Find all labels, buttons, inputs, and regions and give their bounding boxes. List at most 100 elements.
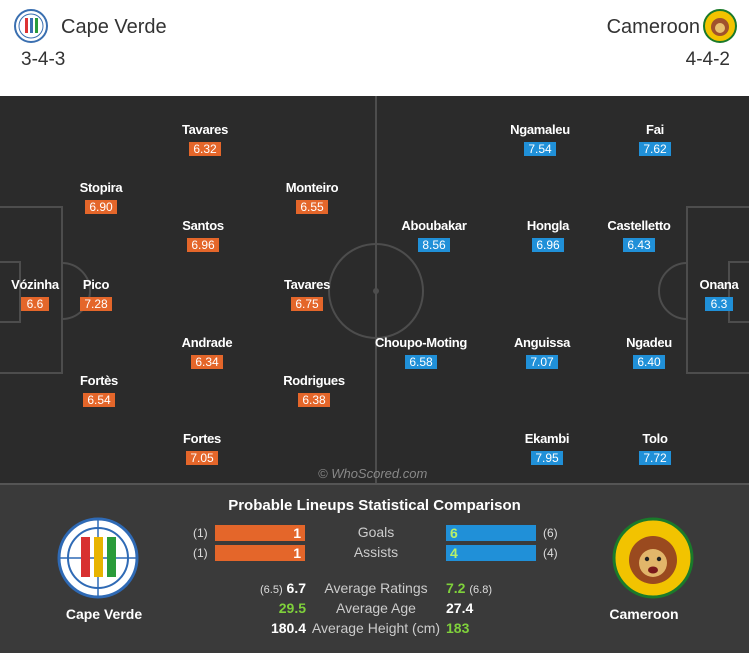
player-rating: 6.55 [296, 200, 328, 214]
player-name[interactable]: Aboubakar [401, 218, 467, 233]
player-rating: 6.32 [189, 142, 221, 156]
player-rating: 6.58 [405, 355, 437, 369]
player[interactable]: Aboubakar 8.56 [374, 218, 494, 254]
home-previous-value: (1) [193, 526, 208, 540]
player[interactable]: Ngadeu 6.40 [589, 335, 709, 371]
player-name[interactable]: Fai [646, 122, 664, 137]
pitch-markings [0, 96, 749, 483]
player-rating: 7.54 [524, 142, 556, 156]
player-name[interactable]: Pico [82, 277, 110, 292]
player[interactable]: Onana 6.3 [659, 277, 749, 313]
player[interactable]: Castelletto 6.43 [579, 218, 699, 254]
away-team-name[interactable]: Cameroon [606, 16, 700, 38]
away-stat-value: 7.2 [446, 580, 466, 596]
player[interactable]: Santos 6.96 [143, 218, 263, 254]
away-stat-previous: (6.8) [469, 584, 492, 596]
away-bar: 6 [446, 525, 536, 541]
player-name[interactable]: Fortes [183, 431, 221, 446]
player-name[interactable]: Onana [699, 277, 739, 292]
player-name[interactable]: Tolo [642, 431, 668, 446]
player-rating: 6.90 [85, 200, 117, 214]
player[interactable]: Tavares 6.32 [145, 122, 265, 158]
pitch: Tavares 6.32 Stopira 6.90 Monteiro 6.55 Santos… [0, 96, 749, 483]
player-name[interactable]: Andrade [181, 335, 233, 350]
player-name[interactable]: Santos [182, 218, 224, 233]
player-name[interactable]: Rodrigues [283, 373, 345, 388]
player-name[interactable]: Fortès [80, 373, 118, 388]
player-rating: 7.05 [186, 451, 218, 465]
match-header: Cape Verde 3-4-3 Cameroon 4-4-2 [0, 0, 749, 96]
player-name[interactable]: Anguissa [513, 335, 571, 350]
player-name[interactable]: Ngadeu [626, 335, 672, 350]
player-rating: 6.6 [21, 297, 49, 311]
comparison-panel: Probable Lineups Statistical Comparison … [0, 483, 749, 653]
player[interactable]: Tavares 6.75 [247, 277, 367, 313]
stat-label: Assists [353, 544, 399, 560]
player-rating: 7.28 [80, 297, 112, 311]
player[interactable]: Monteiro 6.55 [252, 180, 372, 216]
home-team-label: Cape Verde [65, 606, 143, 622]
player[interactable]: Tolo 7.72 [595, 431, 715, 467]
player-name[interactable]: Hongla [526, 218, 570, 233]
cameroon-crest-icon [612, 517, 694, 599]
player-name[interactable]: Ekambi [524, 431, 570, 446]
away-stat-value: 27.4 [446, 600, 474, 616]
away-stat-value: 183 [446, 620, 470, 636]
player[interactable]: Ngamaleu 7.54 [480, 122, 600, 158]
stat-label: Average Ratings [324, 580, 428, 596]
away-team-label: Cameroon [609, 606, 679, 622]
stat-label: Average Height (cm) [311, 620, 441, 636]
player[interactable]: Vózinha 6.6 [0, 277, 95, 313]
player-rating: 7.07 [526, 355, 558, 369]
player-rating: 6.38 [298, 393, 330, 407]
player[interactable]: Ekambi 7.95 [487, 431, 607, 467]
watermark: © WhoScored.com [318, 466, 428, 481]
cape-verde-crest-icon [57, 517, 139, 599]
player-rating: 6.54 [83, 393, 115, 407]
player-rating: 7.62 [639, 142, 671, 156]
player-rating: 6.75 [291, 297, 323, 311]
player-name[interactable]: Castelletto [607, 218, 671, 233]
player[interactable]: Hongla 6.96 [488, 218, 608, 254]
home-stat-previous: (6.5) [260, 584, 283, 596]
player[interactable]: Rodrigues 6.38 [254, 373, 374, 409]
stat-label: Average Age [336, 600, 416, 616]
away-previous-value: (6) [543, 526, 558, 540]
player[interactable]: Anguissa 7.07 [482, 335, 602, 371]
home-stat: 180.4 [246, 620, 306, 636]
home-bar: 1 [215, 545, 305, 561]
cape-verde-crest-icon [14, 9, 48, 43]
away-stat: 183 [446, 620, 526, 636]
player[interactable]: Pico 7.28 [36, 277, 156, 313]
player-name[interactable]: Monteiro [285, 180, 339, 195]
player-rating: 7.72 [639, 451, 671, 465]
player-rating: 7.95 [531, 451, 563, 465]
player-rating: 6.43 [623, 238, 655, 252]
home-previous-value: (1) [193, 546, 208, 560]
player[interactable]: Fai 7.62 [595, 122, 715, 158]
player-rating: 6.96 [532, 238, 564, 252]
player[interactable]: Andrade 6.34 [147, 335, 267, 371]
player-name[interactable]: Tavares [181, 122, 229, 137]
player-name[interactable]: Vózinha [11, 277, 59, 292]
player[interactable]: Fortès 6.54 [39, 373, 159, 409]
away-bar: 4 [446, 545, 536, 561]
home-bar: 1 [215, 525, 305, 541]
player-rating: 8.56 [418, 238, 450, 252]
player-name[interactable]: Tavares [283, 277, 331, 292]
player[interactable]: Fortes 7.05 [142, 431, 262, 467]
player-rating: 6.34 [191, 355, 223, 369]
away-previous-value: (4) [543, 546, 558, 560]
player[interactable]: Choupo-Moting 6.58 [361, 335, 481, 371]
player[interactable]: Stopira 6.90 [41, 180, 161, 216]
player-name[interactable]: Choupo-Moting [374, 335, 468, 350]
comparison-title: Probable Lineups Statistical Comparison [228, 497, 521, 514]
player-rating: 6.40 [633, 355, 665, 369]
player-name[interactable]: Stopira [79, 180, 123, 195]
player-name[interactable]: Ngamaleu [510, 122, 570, 137]
stat-label: Goals [357, 524, 395, 540]
home-team-name[interactable]: Cape Verde [61, 16, 167, 38]
home-stat-value: 6.7 [286, 580, 306, 596]
home-stat-value: 29.5 [278, 600, 306, 616]
